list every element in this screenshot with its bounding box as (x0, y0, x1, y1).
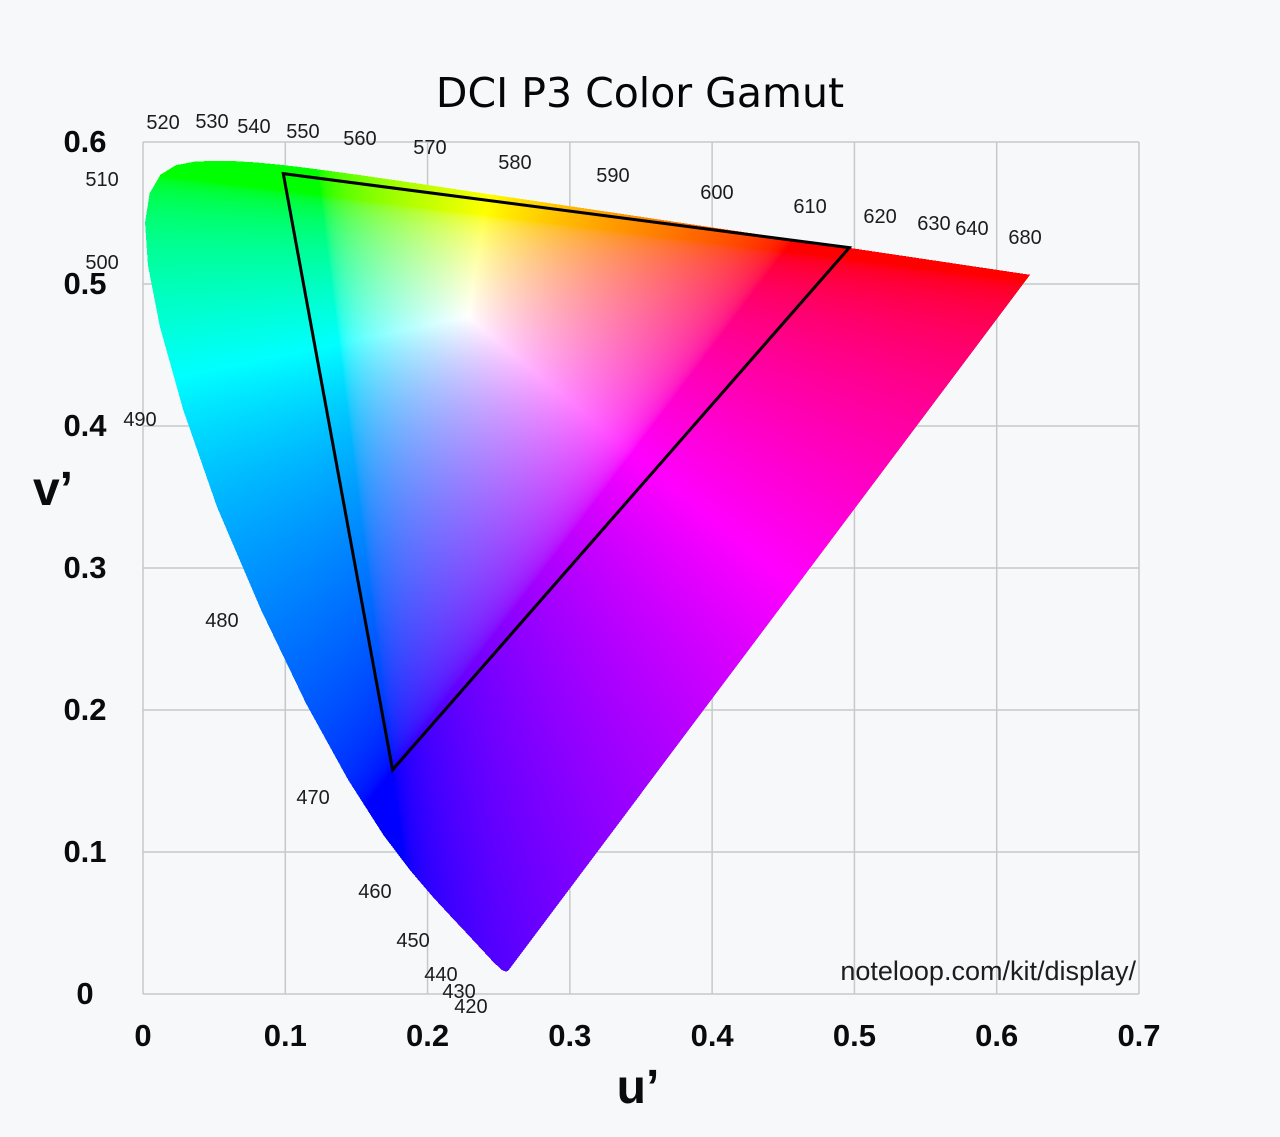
wavelength-label: 600 (700, 181, 734, 204)
y-tick-label: 0.4 (63, 408, 107, 443)
x-axis-title: u’ (616, 1061, 660, 1114)
wavelength-label: 510 (85, 169, 119, 192)
wavelength-label: 430 (442, 981, 476, 1003)
x-tick-label: 0.7 (1117, 1018, 1161, 1053)
wavelength-label: 520 (146, 111, 180, 134)
wavelength-label: 500 (85, 251, 119, 274)
x-tick-label: 0.6 (975, 1018, 1019, 1053)
spectral-locus-canvas (143, 142, 1139, 994)
y-axis-title: v’ (32, 463, 74, 516)
wavelength-label: 550 (286, 121, 320, 144)
y-tick-label: 0.3 (63, 550, 107, 585)
wavelength-label: 620 (863, 205, 897, 228)
wavelength-label: 490 (123, 409, 157, 432)
x-tick-label: 0.1 (263, 1018, 307, 1053)
wavelength-label: 470 (296, 787, 330, 810)
x-tick-label: 0.3 (548, 1018, 592, 1053)
wavelength-label: 570 (413, 136, 447, 159)
wavelength-label: 480 (205, 609, 239, 632)
y-tick-label: 0.2 (63, 692, 107, 727)
y-tick-label: 0 (76, 976, 94, 1011)
wavelength-label: 450 (396, 930, 430, 953)
wavelength-label: 610 (793, 196, 827, 219)
watermark-text: noteloop.com/kit/display/ (840, 956, 1136, 986)
x-tick-label: 0.5 (832, 1018, 876, 1053)
gamut-triangle-outline (281, 171, 853, 774)
wavelength-label: 530 (195, 110, 229, 133)
y-tick-label: 0.6 (63, 124, 107, 159)
wavelength-label: 540 (237, 115, 271, 138)
wavelength-label: 590 (596, 164, 630, 187)
x-tick-label: 0.2 (406, 1018, 450, 1053)
wavelength-label: 440 (424, 963, 458, 986)
wavelength-label: 640 (955, 218, 989, 241)
y-tick-label: 0.5 (63, 266, 107, 301)
wavelength-label: 680 (1008, 226, 1042, 249)
wavelength-label: 560 (343, 128, 377, 151)
x-tick-label: 0 (134, 1018, 152, 1053)
x-tick-label: 0.4 (690, 1018, 734, 1053)
chart-title: DCI P3 Color Gamut (435, 69, 845, 118)
wavelength-label: 630 (917, 212, 951, 235)
wavelength-label: 460 (358, 881, 392, 904)
wavelength-label: 580 (498, 152, 532, 175)
wavelength-label: 420 (454, 996, 488, 1019)
y-tick-label: 0.1 (63, 834, 107, 869)
